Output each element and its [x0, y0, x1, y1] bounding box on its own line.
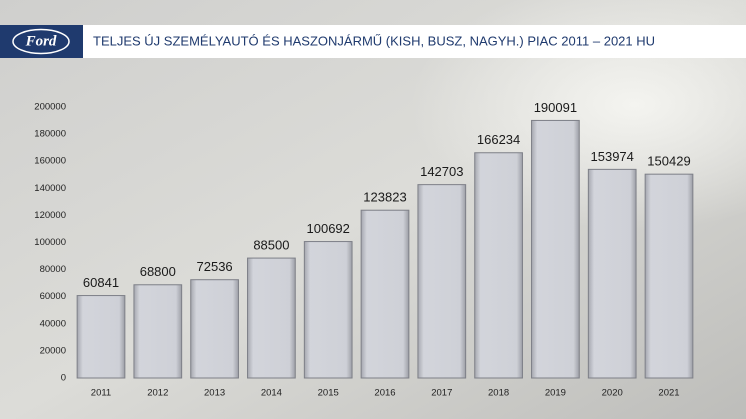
y-tick-label: 100000 — [34, 237, 66, 248]
value-label: 166234 — [477, 132, 520, 147]
value-label: 153974 — [591, 149, 634, 164]
x-tick-label: 2015 — [318, 388, 339, 399]
value-label: 88500 — [253, 238, 289, 253]
bar-bevel — [360, 209, 410, 379]
value-label: 100692 — [307, 221, 350, 236]
y-tick-label: 140000 — [34, 183, 66, 194]
value-label: 60841 — [83, 275, 119, 290]
bar-bevel — [417, 184, 467, 379]
bar-bevel — [190, 279, 239, 379]
bar-bevel — [531, 119, 580, 379]
value-label: 150429 — [647, 154, 690, 169]
value-label: 142703 — [420, 164, 463, 179]
x-tick-label: 2014 — [261, 388, 282, 399]
value-label: 68800 — [140, 264, 176, 279]
x-tick-label: 2017 — [431, 388, 452, 399]
bar-bevel — [247, 257, 296, 379]
x-tick-label: 2019 — [545, 388, 566, 399]
x-tick-label: 2013 — [204, 388, 225, 399]
x-tick-label: 2020 — [602, 388, 623, 399]
x-tick-label: 2012 — [147, 388, 168, 399]
bar-bevel — [587, 168, 637, 379]
y-tick-label: 20000 — [40, 345, 66, 356]
y-tick-label: 80000 — [40, 264, 66, 275]
logo-oval — [12, 28, 70, 55]
value-label: 72536 — [197, 259, 233, 274]
y-tick-label: 180000 — [34, 129, 66, 140]
bar-bevel — [133, 284, 183, 379]
y-tick-label: 160000 — [34, 156, 66, 167]
y-tick-label: 0 — [61, 373, 66, 384]
header-bar — [0, 25, 746, 58]
value-label: 123823 — [363, 190, 406, 205]
y-tick-label: 120000 — [34, 210, 66, 221]
bar-bevel — [644, 173, 694, 379]
bar-bevel — [76, 295, 126, 379]
x-tick-label: 2021 — [658, 388, 679, 399]
y-tick-label: 40000 — [40, 318, 66, 329]
x-tick-label: 2011 — [91, 388, 111, 399]
chart-title: TELJES ÚJ SZEMÉLYAUTÓ ÉS HASZONJÁRMŰ (KI… — [93, 33, 655, 48]
bar-bevel — [474, 152, 523, 379]
y-tick-label: 60000 — [40, 291, 66, 302]
x-tick-label: 2018 — [488, 388, 509, 399]
y-tick-label: 200000 — [34, 102, 66, 113]
x-tick-label: 2016 — [374, 388, 395, 399]
logo-text: Ford — [25, 33, 57, 49]
bar-bevel — [303, 241, 353, 379]
value-label: 190091 — [534, 100, 577, 115]
